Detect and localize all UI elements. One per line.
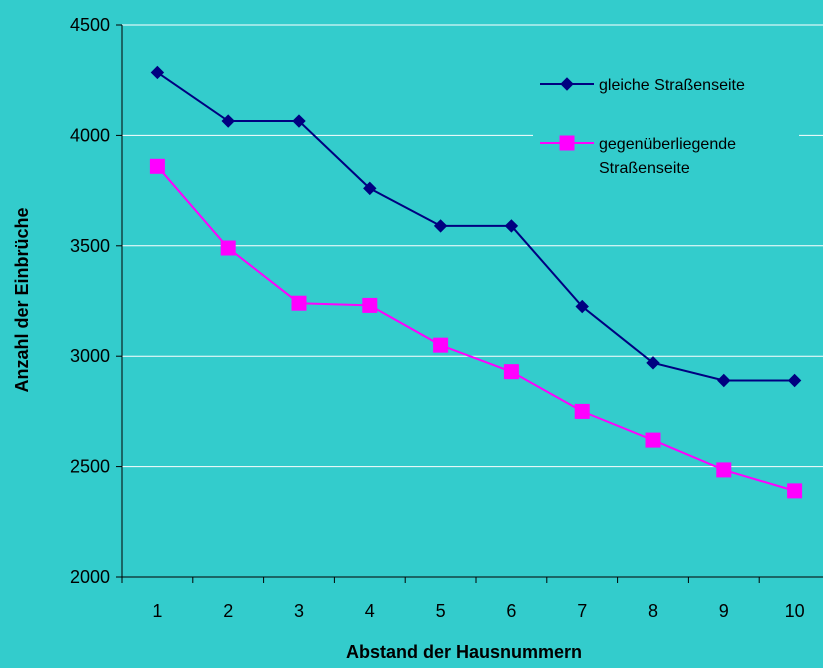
x-axis-title: Abstand der Hausnummern [346, 642, 582, 662]
axes: 2000 2500 3000 3500 4000 4500 1 2 3 4 5 6 7 8 9 10 [70, 15, 823, 621]
data-point [362, 297, 378, 313]
x-tick-label: 3 [294, 601, 304, 621]
data-point [646, 356, 660, 370]
data-point [150, 65, 165, 80]
y-tick-label: 3000 [70, 346, 110, 366]
legend-marker [559, 135, 575, 151]
y-tick-label: 4000 [70, 125, 110, 145]
data-point [149, 158, 165, 174]
series-2 [149, 158, 803, 499]
series-line [156, 71, 795, 382]
legend-item-2: gegenüberliegende Straßenseite [533, 131, 799, 177]
data-point [220, 240, 236, 256]
data-point [575, 299, 589, 314]
legend-item-1: gleiche Straßenseite [533, 72, 799, 96]
x-tick-label: 9 [719, 601, 729, 621]
data-point [433, 219, 448, 233]
legend-label: gleiche Straßenseite [599, 77, 745, 94]
legend-label: Straßenseite [599, 160, 690, 177]
data-point [292, 114, 306, 128]
data-point [433, 337, 449, 353]
data-point [787, 483, 803, 499]
series [149, 65, 803, 499]
data-point [645, 432, 661, 448]
data-point [716, 462, 732, 478]
series-line [156, 165, 795, 492]
data-point [787, 373, 802, 388]
y-tick-label: 2500 [70, 457, 110, 477]
y-tick-label: 3500 [70, 236, 110, 256]
data-point [574, 403, 590, 419]
x-tick-label: 6 [506, 601, 516, 621]
series-1 [150, 65, 802, 388]
legend-marker [560, 77, 574, 91]
data-point [717, 373, 731, 388]
legend-label: gegenüberliegende [599, 136, 736, 153]
y-axis-title: Anzahl der Einbrüche [12, 207, 32, 392]
data-point [504, 219, 519, 233]
x-tick-label: 1 [152, 601, 162, 621]
x-tick-label: 4 [365, 601, 375, 621]
y-tick-label: 2000 [70, 567, 110, 587]
x-tick-label: 10 [785, 601, 805, 621]
legend-item-background [533, 131, 799, 177]
x-tick-label: 7 [577, 601, 587, 621]
x-tick-label: 2 [223, 601, 233, 621]
y-tick-label: 4500 [70, 15, 110, 35]
legend: gleiche Straßenseite gegenüberliegende Str… [533, 72, 799, 177]
data-point [503, 364, 519, 380]
x-tick-label: 5 [436, 601, 446, 621]
data-point [221, 114, 235, 128]
data-point [291, 295, 307, 311]
data-point [363, 181, 377, 196]
x-tick-label: 8 [648, 601, 658, 621]
